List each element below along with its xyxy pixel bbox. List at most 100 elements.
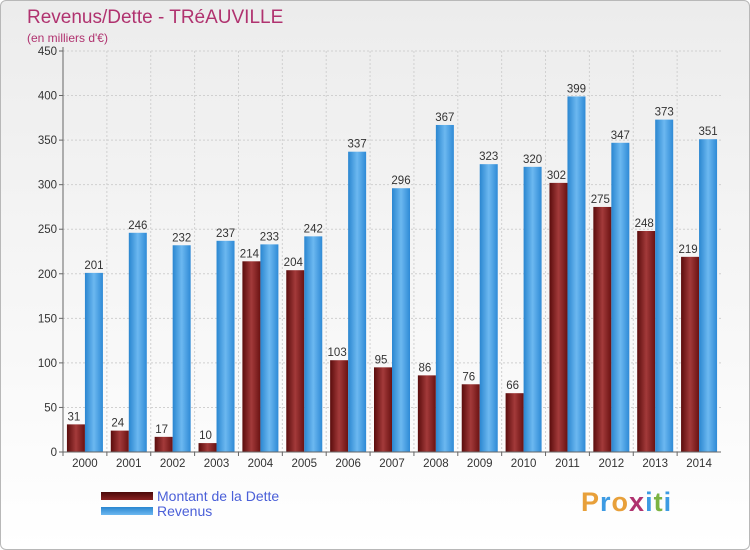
data-label-debt: 219	[678, 244, 697, 256]
logo-letter: i	[663, 487, 673, 517]
bar-debt	[286, 270, 305, 452]
data-label-debt: 86	[418, 362, 431, 374]
logo-letter: x	[629, 487, 646, 517]
x-tick-label: 2008	[423, 458, 449, 470]
y-tick-label: 300	[38, 180, 57, 192]
data-label-debt: 17	[155, 424, 168, 436]
data-label-revenue: 237	[216, 228, 235, 240]
bar-debt	[242, 261, 261, 452]
bar-revenue	[216, 240, 235, 452]
y-tick-label: 350	[38, 135, 57, 147]
bar-debt	[374, 367, 392, 452]
bar-revenue	[611, 142, 630, 453]
bar-revenue	[479, 164, 498, 452]
data-label-debt: 204	[284, 257, 304, 269]
data-label-revenue: 320	[523, 154, 542, 166]
x-tick-label: 2006	[335, 458, 361, 470]
x-tick-label: 2001	[116, 458, 142, 470]
logo-letter: r	[600, 487, 612, 517]
legend-swatch-revenue	[101, 507, 153, 515]
x-tick-label: 2013	[642, 458, 668, 470]
data-label-debt: 31	[68, 411, 81, 423]
bar-revenue	[128, 232, 147, 452]
axes: 0 50 100 150 200 250 300 350 400 450 2000 2001 2002 2…	[38, 46, 721, 470]
data-label-revenue: 347	[611, 130, 630, 142]
data-label-revenue: 337	[348, 139, 367, 151]
chart-subtitle: (en milliers d'€)	[27, 31, 108, 45]
legend-label-debt: Montant de la Dette	[157, 488, 280, 504]
legend-item-debt: Montant de la Dette	[101, 488, 279, 504]
logo-letter: P	[581, 487, 601, 517]
y-tick-label: 450	[38, 46, 57, 58]
bar-debt	[637, 231, 656, 452]
bar-debt	[110, 430, 129, 452]
data-label-debt: 275	[591, 194, 610, 206]
data-label-revenue: 399	[567, 83, 586, 95]
data-label-revenue: 201	[84, 260, 103, 272]
x-tick-label: 2005	[291, 458, 317, 470]
bar-debt	[330, 360, 349, 452]
data-label-debt: 76	[462, 371, 475, 383]
y-tick-label: 100	[38, 358, 57, 370]
logo-letter: i	[645, 487, 654, 517]
x-tick-label: 2014	[686, 458, 712, 470]
x-tick-label: 2010	[511, 458, 537, 470]
legend-label-revenue: Revenus	[157, 503, 213, 519]
bar-revenue	[260, 244, 279, 452]
bar-debt	[549, 182, 568, 452]
data-label-debt: 66	[506, 380, 519, 392]
data-label-revenue: 232	[172, 232, 191, 244]
x-tick-label: 2002	[160, 458, 186, 470]
data-label-debt: 103	[328, 347, 347, 359]
y-tick-label: 250	[38, 224, 57, 236]
data-label-revenue: 296	[391, 175, 410, 187]
bar-debt	[505, 393, 524, 452]
bar-debt	[461, 384, 480, 452]
bar-debt	[154, 436, 173, 452]
data-label-debt: 10	[199, 430, 212, 442]
bar-debt	[66, 424, 85, 452]
data-label-debt: 302	[547, 170, 566, 182]
data-label-debt: 24	[111, 418, 124, 430]
bar-debt	[198, 443, 217, 452]
x-tick-label: 2011	[555, 458, 580, 470]
x-tick-label: 2012	[599, 458, 625, 470]
chart-title: Revenus/Dette - TRéAUVILLE	[27, 7, 284, 28]
y-tick-label: 50	[44, 402, 57, 414]
y-tick-label: 200	[38, 269, 57, 281]
data-label-debt: 95	[375, 354, 388, 366]
bar-revenue	[699, 139, 718, 452]
bar-revenue	[435, 124, 454, 452]
y-tick-label: 400	[38, 91, 57, 103]
legend-item-revenue: Revenus	[101, 503, 212, 519]
y-tick-label: 0	[51, 447, 57, 459]
bar-revenue	[84, 272, 103, 452]
bar-revenue	[172, 245, 191, 452]
x-tick-label: 2003	[204, 458, 230, 470]
bar-revenue	[392, 188, 410, 452]
y-tick-label: 150	[38, 313, 57, 325]
data-label-revenue: 242	[304, 223, 323, 235]
proxiti-logo: Proxiti	[581, 487, 672, 518]
bar-revenue	[655, 119, 674, 453]
legend-swatch-debt	[101, 492, 153, 500]
bar-revenue	[348, 151, 367, 452]
data-label-debt: 248	[635, 218, 654, 230]
x-tick-label: 2000	[72, 458, 98, 470]
x-tick-label: 2009	[467, 458, 493, 470]
x-tick-label: 2004	[248, 458, 274, 470]
data-label-revenue: 351	[698, 126, 717, 138]
bar-revenue	[523, 166, 542, 452]
data-label-revenue: 367	[435, 112, 454, 124]
logo-letter: o	[611, 487, 630, 517]
data-label-revenue: 233	[260, 231, 279, 243]
bar-debt	[681, 256, 700, 452]
data-label-revenue: 246	[128, 220, 147, 232]
bars	[66, 96, 718, 453]
data-label-revenue: 323	[479, 151, 498, 163]
logo-letter: t	[653, 487, 664, 517]
x-tick-label: 2007	[379, 458, 405, 470]
